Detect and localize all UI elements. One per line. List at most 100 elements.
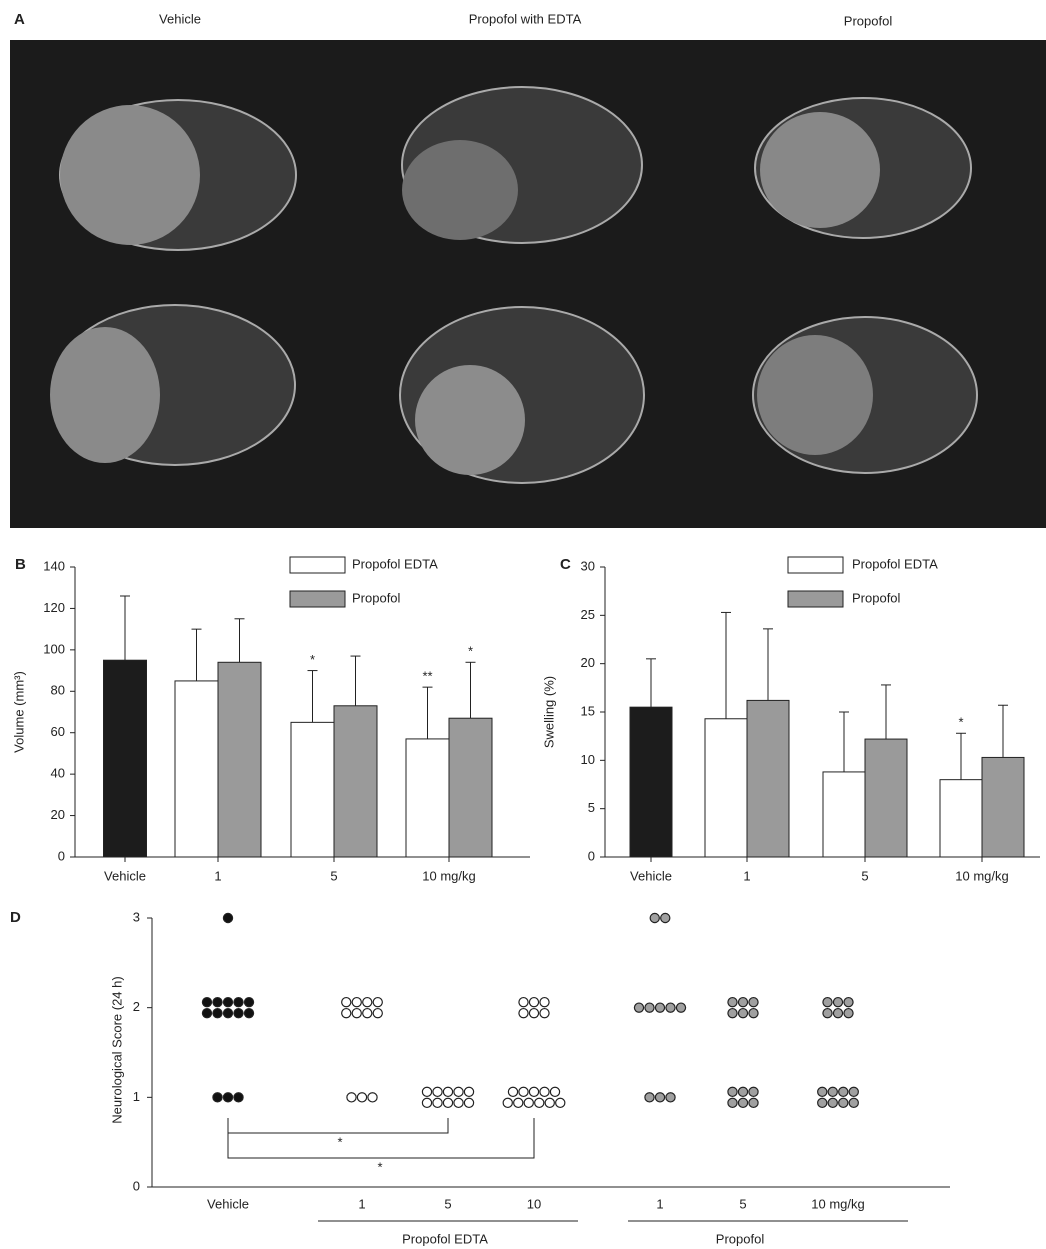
- dot: [519, 1087, 528, 1096]
- significance-label: *: [468, 644, 473, 659]
- x-tick-label: Vehicle: [104, 868, 146, 883]
- dot: [540, 1009, 549, 1018]
- dot: [666, 1003, 675, 1012]
- dot: [223, 1093, 232, 1102]
- x-tick-label: 5: [444, 1196, 451, 1211]
- y-tick-label: 120: [43, 600, 65, 615]
- x-tick-label: 1: [743, 868, 750, 883]
- dot-cluster: [213, 1093, 243, 1102]
- dot: [443, 1087, 452, 1096]
- y-axis-label: Swelling (%): [541, 676, 556, 748]
- dot: [464, 1087, 473, 1096]
- panel-label: A: [14, 11, 25, 28]
- dot: [738, 1098, 747, 1107]
- dot: [818, 1098, 827, 1107]
- dot: [202, 1009, 211, 1018]
- significance-bracket: [228, 1118, 448, 1133]
- bar: [406, 739, 449, 857]
- dot: [363, 998, 372, 1007]
- dot: [655, 1093, 664, 1102]
- panel-label: C: [560, 556, 571, 573]
- column-label: Vehicle: [159, 11, 201, 26]
- dot: [368, 1093, 377, 1102]
- dot: [728, 998, 737, 1007]
- significance-label: **: [422, 669, 432, 684]
- dot: [373, 1009, 382, 1018]
- legend-label: Propofol EDTA: [352, 556, 438, 571]
- legend-label: Propofol: [852, 590, 901, 605]
- dot: [223, 998, 232, 1007]
- dot: [524, 1098, 533, 1107]
- dot: [529, 998, 538, 1007]
- dot: [234, 998, 243, 1007]
- dot: [666, 1093, 675, 1102]
- dot: [213, 998, 222, 1007]
- dot: [422, 1098, 431, 1107]
- x-tick-label: 1: [214, 868, 221, 883]
- y-tick-label: 20: [581, 655, 595, 670]
- bar: [705, 719, 747, 857]
- dot: [422, 1087, 431, 1096]
- dot: [833, 998, 842, 1007]
- y-tick-label: 0: [133, 1178, 140, 1193]
- dot-cluster: [823, 998, 853, 1018]
- dot: [244, 1009, 253, 1018]
- figure: A Vehicle Propofol with EDTA Propofol BV…: [0, 0, 1046, 1249]
- dot-cluster: [818, 1087, 859, 1107]
- dot: [352, 998, 361, 1007]
- y-tick-label: 40: [51, 766, 65, 781]
- dot-cluster: [634, 1003, 685, 1012]
- bar: [823, 772, 865, 857]
- dot-cluster: [728, 1087, 758, 1107]
- significance-label: *: [958, 715, 963, 730]
- dot: [823, 1009, 832, 1018]
- dot: [749, 998, 758, 1007]
- y-tick-label: 20: [51, 807, 65, 822]
- bar: [865, 739, 907, 857]
- x-tick-label: 1: [656, 1196, 663, 1211]
- dot: [342, 1009, 351, 1018]
- column-label: Propofol: [844, 13, 893, 28]
- y-tick-label: 0: [588, 848, 595, 863]
- significance-label: *: [310, 652, 315, 667]
- dot: [728, 1098, 737, 1107]
- bar: [630, 707, 672, 857]
- x-tick-label: 5: [330, 868, 337, 883]
- y-axis-label: Neurological Score (24 h): [109, 976, 124, 1123]
- dot: [828, 1087, 837, 1096]
- legend-swatch: [788, 591, 843, 607]
- group-label: Propofol EDTA: [402, 1231, 488, 1246]
- dot: [373, 998, 382, 1007]
- dot: [503, 1098, 512, 1107]
- dot: [540, 998, 549, 1007]
- dot-cluster: [645, 1093, 675, 1102]
- dot: [342, 998, 351, 1007]
- dot: [661, 913, 670, 922]
- dot: [545, 1098, 554, 1107]
- dot: [234, 1093, 243, 1102]
- y-tick-label: 3: [133, 909, 140, 924]
- dot: [244, 998, 253, 1007]
- dot: [833, 1009, 842, 1018]
- dot: [844, 1009, 853, 1018]
- y-tick-label: 0: [58, 848, 65, 863]
- y-tick-label: 2: [133, 999, 140, 1014]
- dot: [556, 1098, 565, 1107]
- legend-label: Propofol EDTA: [852, 556, 938, 571]
- dot: [749, 1009, 758, 1018]
- y-tick-label: 80: [51, 683, 65, 698]
- bar: [104, 660, 147, 857]
- bar: [218, 662, 261, 857]
- bar: [334, 706, 377, 857]
- x-tick-label: 10: [527, 1196, 541, 1211]
- dot-cluster: [650, 913, 670, 922]
- significance-label: *: [377, 1159, 382, 1174]
- x-tick-label: 10 mg/kg: [811, 1196, 864, 1211]
- dot: [849, 1087, 858, 1096]
- dot: [352, 1009, 361, 1018]
- legend-label: Propofol: [352, 590, 401, 605]
- bar: [747, 700, 789, 857]
- dot: [749, 1098, 758, 1107]
- dot: [519, 998, 528, 1007]
- legend-swatch: [788, 557, 843, 573]
